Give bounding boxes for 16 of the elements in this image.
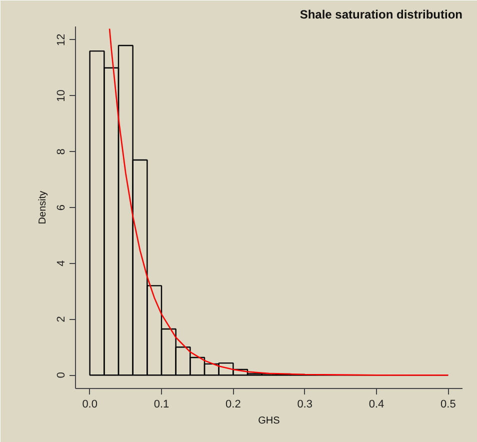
y-tick-label: 12	[56, 34, 68, 46]
chart-title: Shale saturation distribution	[300, 8, 463, 22]
x-axis-title: GHS	[258, 416, 280, 426]
x-tick-label: 0.0	[82, 398, 98, 410]
y-tick-label: 0	[56, 372, 68, 378]
y-tick-label: 4	[56, 260, 68, 266]
x-tick-label: 0.1	[154, 398, 170, 410]
x-tick-label: 0.4	[368, 398, 384, 410]
x-tick-label: 0.5	[440, 398, 456, 410]
x-tick-label: 0.2	[226, 398, 241, 410]
y-tick-label: 8	[56, 148, 68, 155]
y-tick-label: 10	[56, 90, 68, 102]
y-tick-label: 2	[56, 316, 68, 322]
x-tick-label: 0.3	[297, 398, 312, 410]
y-tick-label: 6	[56, 204, 68, 211]
y-axis-title: Density	[38, 190, 48, 224]
